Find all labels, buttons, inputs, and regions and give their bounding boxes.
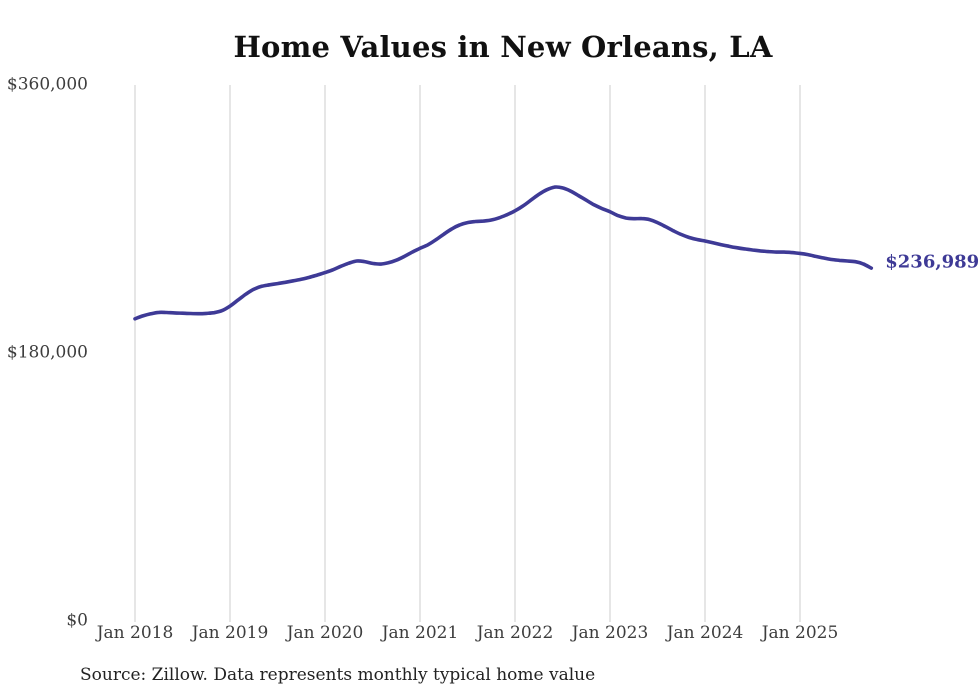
current-value-label: $236,989 — [885, 251, 980, 273]
y-axis-tick-label: $180,000 — [6, 342, 88, 363]
x-axis-tick-label: Jan 2025 — [761, 623, 839, 643]
x-axis-tick-label: Jan 2023 — [571, 623, 649, 643]
x-axis-tick-label: Jan 2020 — [286, 623, 364, 643]
x-axis-tick-label: Jan 2022 — [476, 623, 554, 643]
x-axis-tick-label: Jan 2018 — [96, 623, 174, 643]
y-axis-tick-label: $0 — [66, 610, 88, 631]
x-axis-tick-label: Jan 2021 — [381, 623, 459, 643]
x-axis-tick-label: Jan 2019 — [191, 623, 269, 643]
y-axis: $360,000 $180,000 $0 — [0, 0, 88, 699]
x-axis-tick-label: Jan 2024 — [666, 623, 744, 643]
chart-title: Home Values in New Orleans, LA — [233, 30, 773, 64]
source-note: Source: Zillow. Data represents monthly … — [80, 665, 596, 685]
home-value-line — [133, 185, 874, 321]
y-axis-tick-label: $360,000 — [6, 74, 88, 95]
